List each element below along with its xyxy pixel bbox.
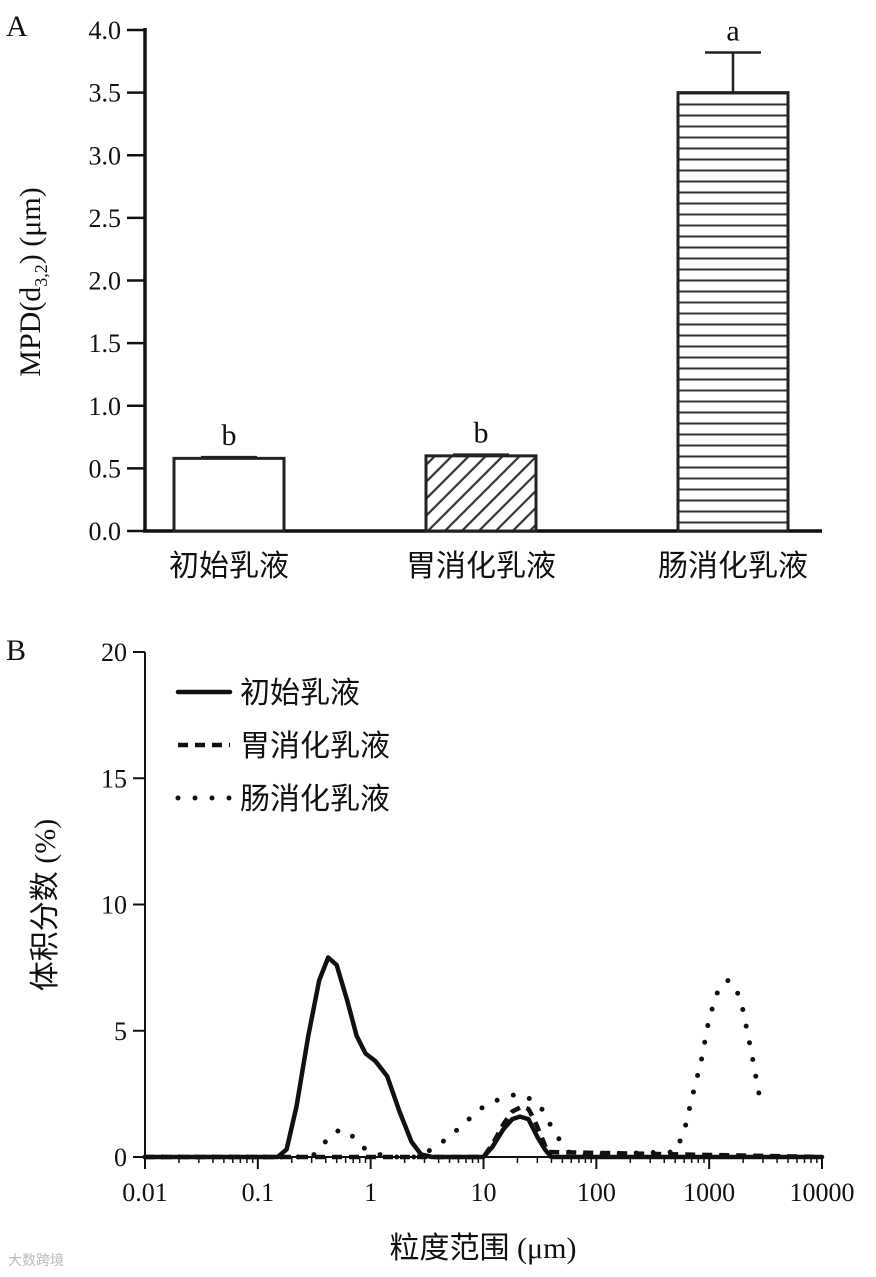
a-bar	[424, 454, 538, 533]
b-y-tick-label: 0	[114, 1143, 127, 1172]
a-bar	[172, 456, 286, 533]
panel-label-a: A	[6, 10, 28, 43]
a-significance-label: b	[222, 419, 237, 452]
a-category-label: 胃消化乳液	[406, 549, 556, 584]
b-legend-label: 初始乳液	[240, 676, 360, 711]
b-series-line-3	[142, 977, 764, 1160]
b-y-tick-label: 5	[114, 1017, 127, 1046]
b-legend-label: 胃消化乳液	[240, 729, 390, 764]
b-x-tick-label: 0.1	[242, 1178, 275, 1207]
a-y-tick-label: 2.5	[89, 204, 122, 233]
a-significance-label: b	[474, 417, 489, 450]
b-y-axis-title: 体积分数 (%)	[29, 819, 62, 991]
a-y-tick-label: 4.0	[89, 16, 122, 45]
panel-label-b: B	[6, 634, 26, 667]
a-y-axis-title: MPD(d3,2) (μm)	[14, 187, 51, 376]
b-y-tick-label: 15	[101, 764, 127, 793]
a-y-tick-label: 1.5	[89, 329, 122, 358]
b-x-tick-label: 10000	[790, 1178, 855, 1207]
b-y-tick-label: 10	[101, 891, 127, 920]
b-x-tick-label: 100	[577, 1178, 616, 1207]
b-series-line-2	[145, 1104, 823, 1160]
watermark: 大数跨境	[8, 1253, 64, 1269]
a-y-tick-label: 2.0	[89, 267, 122, 296]
a-bar	[676, 91, 790, 533]
b-x-tick-label: 0.01	[122, 1178, 168, 1207]
a-y-tick-label: 3.5	[89, 79, 122, 108]
b-legend-label: 肠消化乳液	[240, 782, 390, 817]
b-x-tick-label: 10	[471, 1178, 497, 1207]
b-x-tick-label: 1000	[683, 1178, 735, 1207]
b-x-axis-title: 粒度范围 (μm)	[390, 1232, 577, 1265]
b-series-line-1	[142, 955, 825, 1160]
a-y-tick-label: 0.0	[89, 517, 122, 546]
a-y-tick-label: 1.0	[89, 392, 122, 421]
a-category-label: 肠消化乳液	[658, 549, 808, 584]
a-significance-label: a	[726, 15, 739, 48]
b-y-tick-label: 20	[101, 638, 127, 667]
a-y-tick-label: 0.5	[89, 454, 122, 483]
a-category-label: 初始乳液	[169, 549, 289, 584]
b-x-tick-label: 1	[364, 1178, 377, 1207]
a-y-tick-label: 3.0	[89, 141, 122, 170]
